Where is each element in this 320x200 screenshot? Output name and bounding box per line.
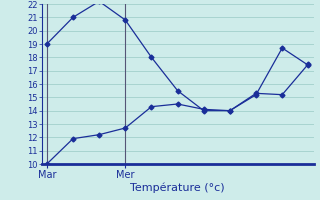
- X-axis label: Température (°c): Température (°c): [130, 182, 225, 193]
